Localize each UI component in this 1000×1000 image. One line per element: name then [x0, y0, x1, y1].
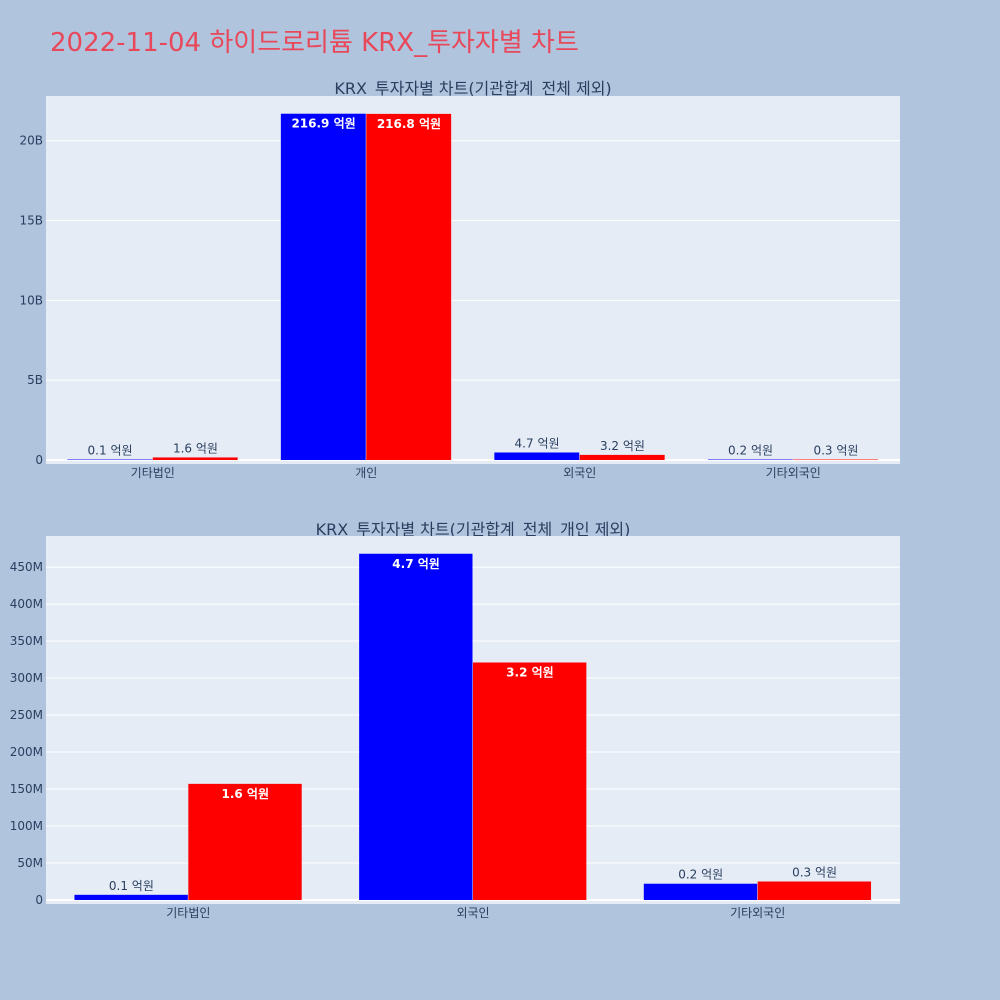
y-tick-label: 5B	[27, 373, 43, 387]
x-tick-label: 개인	[355, 466, 377, 480]
y-tick-label: 400M	[10, 597, 43, 611]
chart-svg-excl-individual: KRX_투자자별 차트(기관합계_전체_개인 제외) 0 50M 100M 150M 20…	[10, 520, 900, 920]
bar-value-label: 3.2 억원	[506, 666, 554, 680]
bar-value-label: 3.2 억원	[600, 439, 645, 453]
y-tick-label: 50M	[17, 856, 43, 870]
bar-series-b[interactable]	[579, 454, 665, 460]
y-tick-label: 350M	[10, 634, 43, 648]
x-tick-label: 외국인	[563, 466, 596, 480]
bar-value-label: 0.2 억원	[678, 868, 723, 882]
bar-series-a[interactable]	[359, 553, 473, 900]
y-tick-label: 20B	[19, 134, 43, 148]
y-tick-label: 0	[35, 453, 43, 467]
bar-value-label: 1.6 억원	[173, 441, 218, 455]
bar-series-a[interactable]	[74, 894, 188, 900]
investor-chart-all: KRX_투자자별 차트(기관합계_전체 제외) 0 5B 10B 15B 20B 0.1 억…	[0, 70, 1000, 520]
y-tick-label: 250M	[10, 708, 43, 722]
bar-series-b[interactable]	[366, 113, 452, 460]
bar-value-label: 4.7 억원	[392, 557, 440, 571]
bar-value-label: 216.8 억원	[377, 117, 441, 131]
x-tick-label: 기타외국인	[766, 466, 821, 480]
x-tick-label: 기타외국인	[730, 906, 785, 920]
x-tick-label: 기타법인	[166, 906, 210, 920]
y-tick-label: 150M	[10, 782, 43, 796]
page-title: 2022-11-04 하이드로리튬 KRX_투자자별 차트	[50, 28, 579, 58]
bar-series-a[interactable]	[280, 113, 366, 460]
bar-value-label: 0.3 억원	[813, 444, 858, 458]
chart-title: KRX_투자자별 차트(기관합계_전체_개인 제외)	[316, 520, 631, 540]
y-tick-label: 100M	[10, 819, 43, 833]
y-tick-label: 0	[35, 893, 43, 907]
chart-svg-all: KRX_투자자별 차트(기관합계_전체 제외) 0 5B 10B 15B 20B 0.1 억…	[19, 79, 900, 480]
bar-value-label: 1.6 억원	[222, 787, 270, 801]
y-tick-label: 15B	[19, 214, 43, 228]
bar-value-label: 4.7 억원	[515, 436, 560, 450]
bar-value-label: 0.3 억원	[792, 866, 837, 880]
x-tick-label: 외국인	[456, 906, 489, 920]
x-tick-label: 기타법인	[131, 466, 175, 480]
plot-area	[46, 96, 900, 464]
bar-series-b[interactable]	[188, 783, 302, 900]
bar-value-label: 216.9 억원	[291, 117, 355, 131]
y-tick-label: 300M	[10, 671, 43, 685]
y-tick-label: 10B	[19, 293, 43, 307]
bar-series-b[interactable]	[152, 457, 238, 460]
bar-series-b[interactable]	[473, 662, 587, 900]
bar-series-a[interactable]	[67, 459, 153, 461]
bar-series-b[interactable]	[757, 881, 872, 900]
bar-series-a[interactable]	[643, 883, 758, 900]
bar-series-a[interactable]	[707, 459, 793, 461]
bar-series-b[interactable]	[793, 459, 879, 461]
bar-series-a[interactable]	[494, 452, 580, 460]
bar-value-label: 0.1 억원	[88, 444, 133, 458]
bar-value-label: 0.2 억원	[728, 444, 773, 458]
chart-title: KRX_투자자별 차트(기관합계_전체 제외)	[334, 79, 611, 99]
y-tick-label: 450M	[10, 560, 43, 574]
y-tick-label: 200M	[10, 745, 43, 759]
bar-value-label: 0.1 억원	[109, 879, 154, 893]
investor-chart-excl-individual: KRX_투자자별 차트(기관합계_전체_개인 제외) 0 50M 100M 150M 20…	[0, 515, 1000, 965]
